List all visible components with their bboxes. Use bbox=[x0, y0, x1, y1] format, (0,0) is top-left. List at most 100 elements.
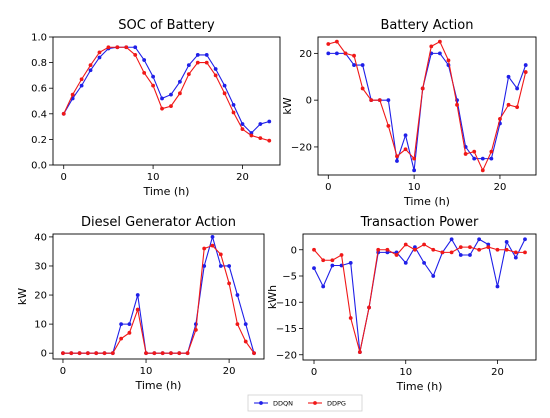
x-axis-label: Time (h) bbox=[403, 195, 450, 208]
y-axis-label: kW bbox=[16, 288, 29, 305]
data-point-ddpg bbox=[193, 328, 198, 332]
data-point-ddpg bbox=[498, 116, 502, 121]
y-tick-label: −20 bbox=[276, 350, 297, 361]
x-tick-label: 10 bbox=[147, 172, 160, 183]
data-point-ddpg bbox=[133, 53, 138, 57]
data-point-ddqn bbox=[422, 260, 426, 265]
data-point-ddpg bbox=[178, 91, 182, 96]
data-point-ddqn bbox=[321, 284, 326, 289]
y-tick-label: 0.4 bbox=[31, 109, 47, 120]
data-point-ddqn bbox=[79, 83, 84, 88]
data-point-ddpg bbox=[412, 156, 417, 161]
data-point-ddpg bbox=[185, 351, 190, 356]
data-point-ddqn bbox=[458, 253, 463, 257]
data-point-ddpg bbox=[160, 106, 164, 111]
data-point-ddpg bbox=[312, 247, 316, 252]
x-tick-label: 10 bbox=[399, 367, 412, 378]
data-point-ddpg bbox=[463, 152, 468, 156]
data-point-ddqn bbox=[352, 63, 356, 67]
data-point-ddpg bbox=[70, 92, 75, 97]
data-point-ddpg bbox=[85, 351, 90, 356]
data-point-ddqn bbox=[403, 133, 408, 138]
data-point-ddpg bbox=[252, 351, 256, 356]
data-point-ddqn bbox=[142, 58, 147, 62]
data-point-ddqn bbox=[169, 92, 173, 97]
data-point-ddqn bbox=[403, 260, 408, 265]
data-point-ddpg bbox=[222, 91, 227, 96]
data-point-ddqn bbox=[135, 293, 140, 297]
data-point-ddpg bbox=[367, 305, 371, 310]
legend-swatch-marker bbox=[259, 401, 263, 405]
data-point-ddpg bbox=[480, 168, 485, 173]
data-point-ddqn bbox=[495, 284, 500, 289]
data-point-ddpg bbox=[213, 73, 218, 78]
data-point-ddpg bbox=[243, 339, 248, 344]
series-line-ddpg bbox=[328, 40, 527, 172]
data-point-ddpg bbox=[127, 330, 132, 335]
data-point-ddqn bbox=[227, 264, 232, 268]
data-point-ddpg bbox=[385, 247, 390, 252]
y-tick-label: −5 bbox=[282, 272, 297, 283]
series-line-ddqn bbox=[63, 46, 270, 134]
data-point-ddpg bbox=[403, 242, 408, 247]
data-point-ddpg bbox=[440, 250, 445, 255]
data-point-ddqn bbox=[360, 63, 365, 67]
data-point-ddqn bbox=[515, 86, 520, 91]
data-point-ddqn bbox=[480, 156, 485, 161]
data-point-ddqn bbox=[330, 263, 335, 268]
series-line-ddpg bbox=[63, 46, 270, 142]
data-point-ddpg bbox=[106, 45, 111, 50]
data-point-ddpg bbox=[360, 86, 365, 91]
data-point-ddqn bbox=[222, 83, 227, 88]
data-point-ddqn bbox=[127, 322, 132, 327]
data-point-ddpg bbox=[455, 102, 459, 107]
y-tick-label: 0 bbox=[291, 245, 297, 256]
data-point-ddpg bbox=[152, 351, 157, 356]
data-point-ddpg bbox=[94, 351, 99, 356]
data-point-ddpg bbox=[422, 242, 426, 247]
data-point-ddpg bbox=[523, 250, 527, 255]
x-tick-label: 10 bbox=[140, 366, 153, 377]
subplot-title: SOC of Battery bbox=[118, 18, 215, 33]
y-tick-label: 0 bbox=[41, 349, 47, 360]
data-point-ddpg bbox=[169, 351, 173, 356]
data-point-ddpg bbox=[431, 247, 436, 252]
x-axis-label: Time (h) bbox=[135, 379, 182, 392]
x-tick-label: 0 bbox=[60, 366, 66, 377]
data-point-ddpg bbox=[235, 322, 240, 327]
y-axis-label: kW bbox=[281, 97, 294, 114]
data-point-ddpg bbox=[437, 39, 442, 44]
data-point-ddqn bbox=[431, 274, 436, 278]
data-point-ddpg bbox=[110, 351, 115, 356]
y-tick-label: −15 bbox=[276, 324, 297, 335]
data-point-ddqn bbox=[160, 96, 164, 101]
subplot-2: Diesel Generator Action 0 10 20 0 10 20 30 40 Tim… bbox=[16, 215, 265, 392]
data-point-ddqn bbox=[504, 239, 509, 244]
data-point-ddpg bbox=[124, 45, 129, 50]
y-tick-label: −20 bbox=[291, 142, 312, 153]
data-point-ddqn bbox=[523, 63, 528, 67]
data-point-ddpg bbox=[330, 258, 335, 263]
data-point-ddqn bbox=[204, 53, 209, 57]
subplot-title: Diesel Generator Action bbox=[81, 215, 236, 230]
data-point-ddqn bbox=[477, 237, 482, 242]
series-line-ddqn bbox=[313, 238, 526, 353]
data-point-ddqn bbox=[449, 237, 454, 242]
data-point-ddpg bbox=[523, 70, 528, 74]
data-point-ddpg bbox=[204, 60, 209, 65]
data-point-ddpg bbox=[357, 350, 362, 355]
data-point-ddpg bbox=[227, 281, 232, 286]
series-line-ddpg bbox=[313, 243, 525, 353]
x-tick-label: 20 bbox=[223, 366, 236, 377]
data-point-ddqn bbox=[312, 266, 316, 271]
subplot-3: Transaction Power 0 10 20 −20 −15 −10 −5 0 Time (… bbox=[266, 215, 537, 393]
data-point-ddqn bbox=[97, 55, 102, 60]
data-point-ddqn bbox=[326, 51, 331, 56]
data-point-ddpg bbox=[169, 104, 173, 109]
data-point-ddqn bbox=[133, 45, 138, 50]
data-point-ddqn bbox=[395, 159, 399, 163]
data-point-ddpg bbox=[506, 102, 511, 107]
x-tick-label: 20 bbox=[494, 182, 507, 193]
y-tick-label: 0.2 bbox=[31, 135, 47, 146]
plot-frame bbox=[317, 36, 537, 176]
